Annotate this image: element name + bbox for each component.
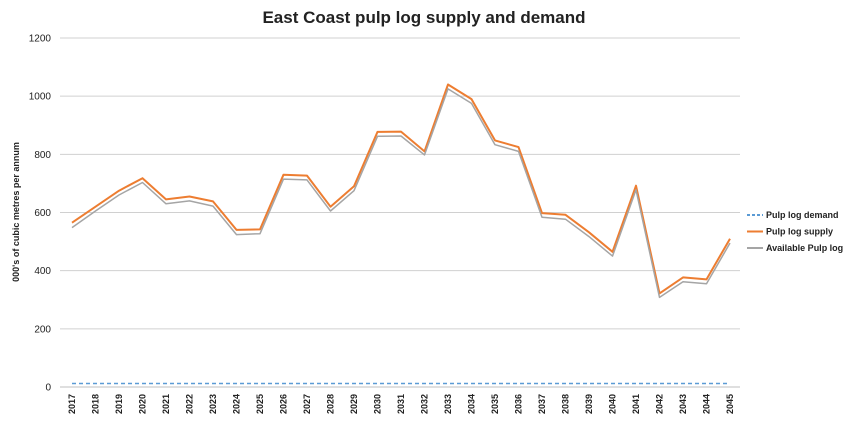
x-tick-label: 2019 (114, 394, 124, 414)
x-tick-label: 2033 (443, 394, 453, 414)
x-tick-label: 2034 (467, 394, 477, 414)
series-line-pulp-log-supply (71, 83, 731, 295)
x-axis-ticks: 2017 2018 2019 2020 2021 2022 2023 2024 2025 2026… (67, 394, 735, 414)
legend-entry: Pulp log supply (766, 227, 833, 237)
y-tick-label: 200 (34, 324, 51, 335)
x-tick-label: 2032 (420, 394, 430, 414)
y-tick-label: 600 (34, 208, 51, 219)
legend-entry: Available Pulp log (766, 243, 843, 253)
x-tick-label: 2026 (279, 394, 289, 414)
chart-title: East Coast pulp log supply and demand (262, 8, 585, 27)
x-tick-label: 2020 (138, 394, 148, 414)
x-tick-label: 2040 (608, 394, 618, 414)
y-axis-ticks: 0 200 400 600 800 1000 1200 (29, 34, 52, 394)
x-tick-label: 2023 (208, 394, 218, 414)
legend: Pulp log demand Pulp log supply Available … (747, 210, 843, 253)
x-tick-label: 2030 (373, 394, 383, 414)
x-tick-label: 2018 (91, 394, 101, 414)
x-tick-label: 2017 (67, 394, 77, 414)
series-layer (71, 83, 731, 385)
y-tick-label: 800 (34, 150, 51, 161)
x-tick-label: 2041 (631, 394, 641, 414)
y-tick-label: 400 (34, 266, 51, 277)
legend-entry: Pulp log demand (766, 210, 839, 220)
x-tick-label: 2029 (349, 394, 359, 414)
y-axis-label: 000's of cubic metres per annum (11, 142, 21, 282)
x-tick-label: 2022 (185, 394, 195, 414)
x-tick-label: 2024 (232, 394, 242, 414)
x-tick-label: 2027 (302, 394, 312, 414)
x-tick-label: 2031 (396, 394, 406, 414)
y-tick-label: 1200 (29, 34, 52, 45)
x-tick-label: 2044 (702, 394, 712, 414)
x-tick-label: 2039 (584, 394, 594, 414)
grid-lines (60, 37, 740, 388)
x-tick-label: 2037 (537, 394, 547, 414)
x-tick-label: 2038 (561, 394, 571, 414)
x-tick-label: 2043 (678, 394, 688, 414)
x-tick-label: 2021 (161, 394, 171, 414)
x-tick-label: 2045 (725, 394, 735, 414)
y-tick-label: 0 (45, 383, 51, 394)
x-tick-label: 2028 (326, 394, 336, 414)
x-tick-label: 2025 (255, 394, 265, 414)
series-line-available-pulp-log (71, 88, 731, 299)
x-tick-label: 2042 (655, 394, 665, 414)
x-tick-label: 2035 (490, 394, 500, 414)
x-tick-label: 2036 (514, 394, 524, 414)
y-tick-label: 1000 (29, 92, 52, 103)
